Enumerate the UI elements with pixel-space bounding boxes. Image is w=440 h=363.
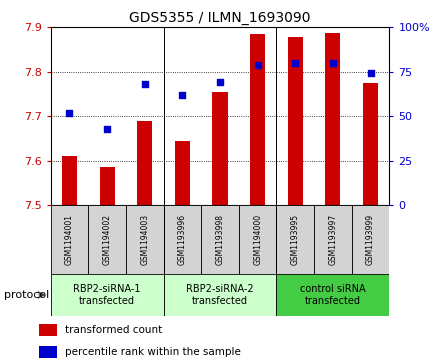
- Bar: [51, 274, 164, 316]
- Bar: [164, 205, 201, 274]
- Text: RBP2-siRNA-1
transfected: RBP2-siRNA-1 transfected: [73, 284, 141, 306]
- Bar: [51, 205, 88, 274]
- Bar: [213, 92, 227, 205]
- Point: [367, 70, 374, 76]
- Title: GDS5355 / ILMN_1693090: GDS5355 / ILMN_1693090: [129, 11, 311, 25]
- Point: [216, 79, 224, 85]
- Bar: [276, 274, 389, 316]
- Bar: [88, 205, 126, 274]
- Bar: [239, 205, 276, 274]
- Bar: [62, 156, 77, 205]
- Point: [330, 60, 337, 66]
- Text: GSM1194000: GSM1194000: [253, 214, 262, 265]
- Point: [179, 92, 186, 98]
- Bar: [201, 205, 239, 274]
- Text: GSM1194001: GSM1194001: [65, 214, 74, 265]
- Text: GSM1193995: GSM1193995: [291, 214, 300, 265]
- Bar: [250, 34, 265, 205]
- Bar: [164, 274, 276, 316]
- Text: GSM1193996: GSM1193996: [178, 214, 187, 265]
- Bar: [276, 205, 314, 274]
- Bar: [99, 167, 114, 205]
- Bar: [326, 33, 341, 205]
- Bar: [352, 205, 389, 274]
- Text: control siRNA
transfected: control siRNA transfected: [300, 284, 366, 306]
- Text: protocol: protocol: [4, 290, 50, 300]
- Text: GSM1193997: GSM1193997: [328, 214, 337, 265]
- Text: transformed count: transformed count: [65, 325, 162, 335]
- Bar: [175, 140, 190, 205]
- Bar: [39, 346, 57, 358]
- Point: [66, 110, 73, 115]
- Text: GSM1193998: GSM1193998: [216, 214, 224, 265]
- Bar: [288, 37, 303, 205]
- Bar: [363, 83, 378, 205]
- Bar: [314, 205, 352, 274]
- Point: [103, 126, 110, 131]
- Bar: [137, 121, 152, 205]
- Text: GSM1194003: GSM1194003: [140, 214, 149, 265]
- Text: GSM1194002: GSM1194002: [103, 214, 112, 265]
- Text: RBP2-siRNA-2
transfected: RBP2-siRNA-2 transfected: [186, 284, 254, 306]
- Point: [254, 62, 261, 68]
- Point: [141, 81, 148, 87]
- Point: [292, 60, 299, 66]
- Bar: [126, 205, 164, 274]
- Text: GSM1193999: GSM1193999: [366, 214, 375, 265]
- Text: percentile rank within the sample: percentile rank within the sample: [65, 347, 241, 357]
- Bar: [39, 324, 57, 336]
